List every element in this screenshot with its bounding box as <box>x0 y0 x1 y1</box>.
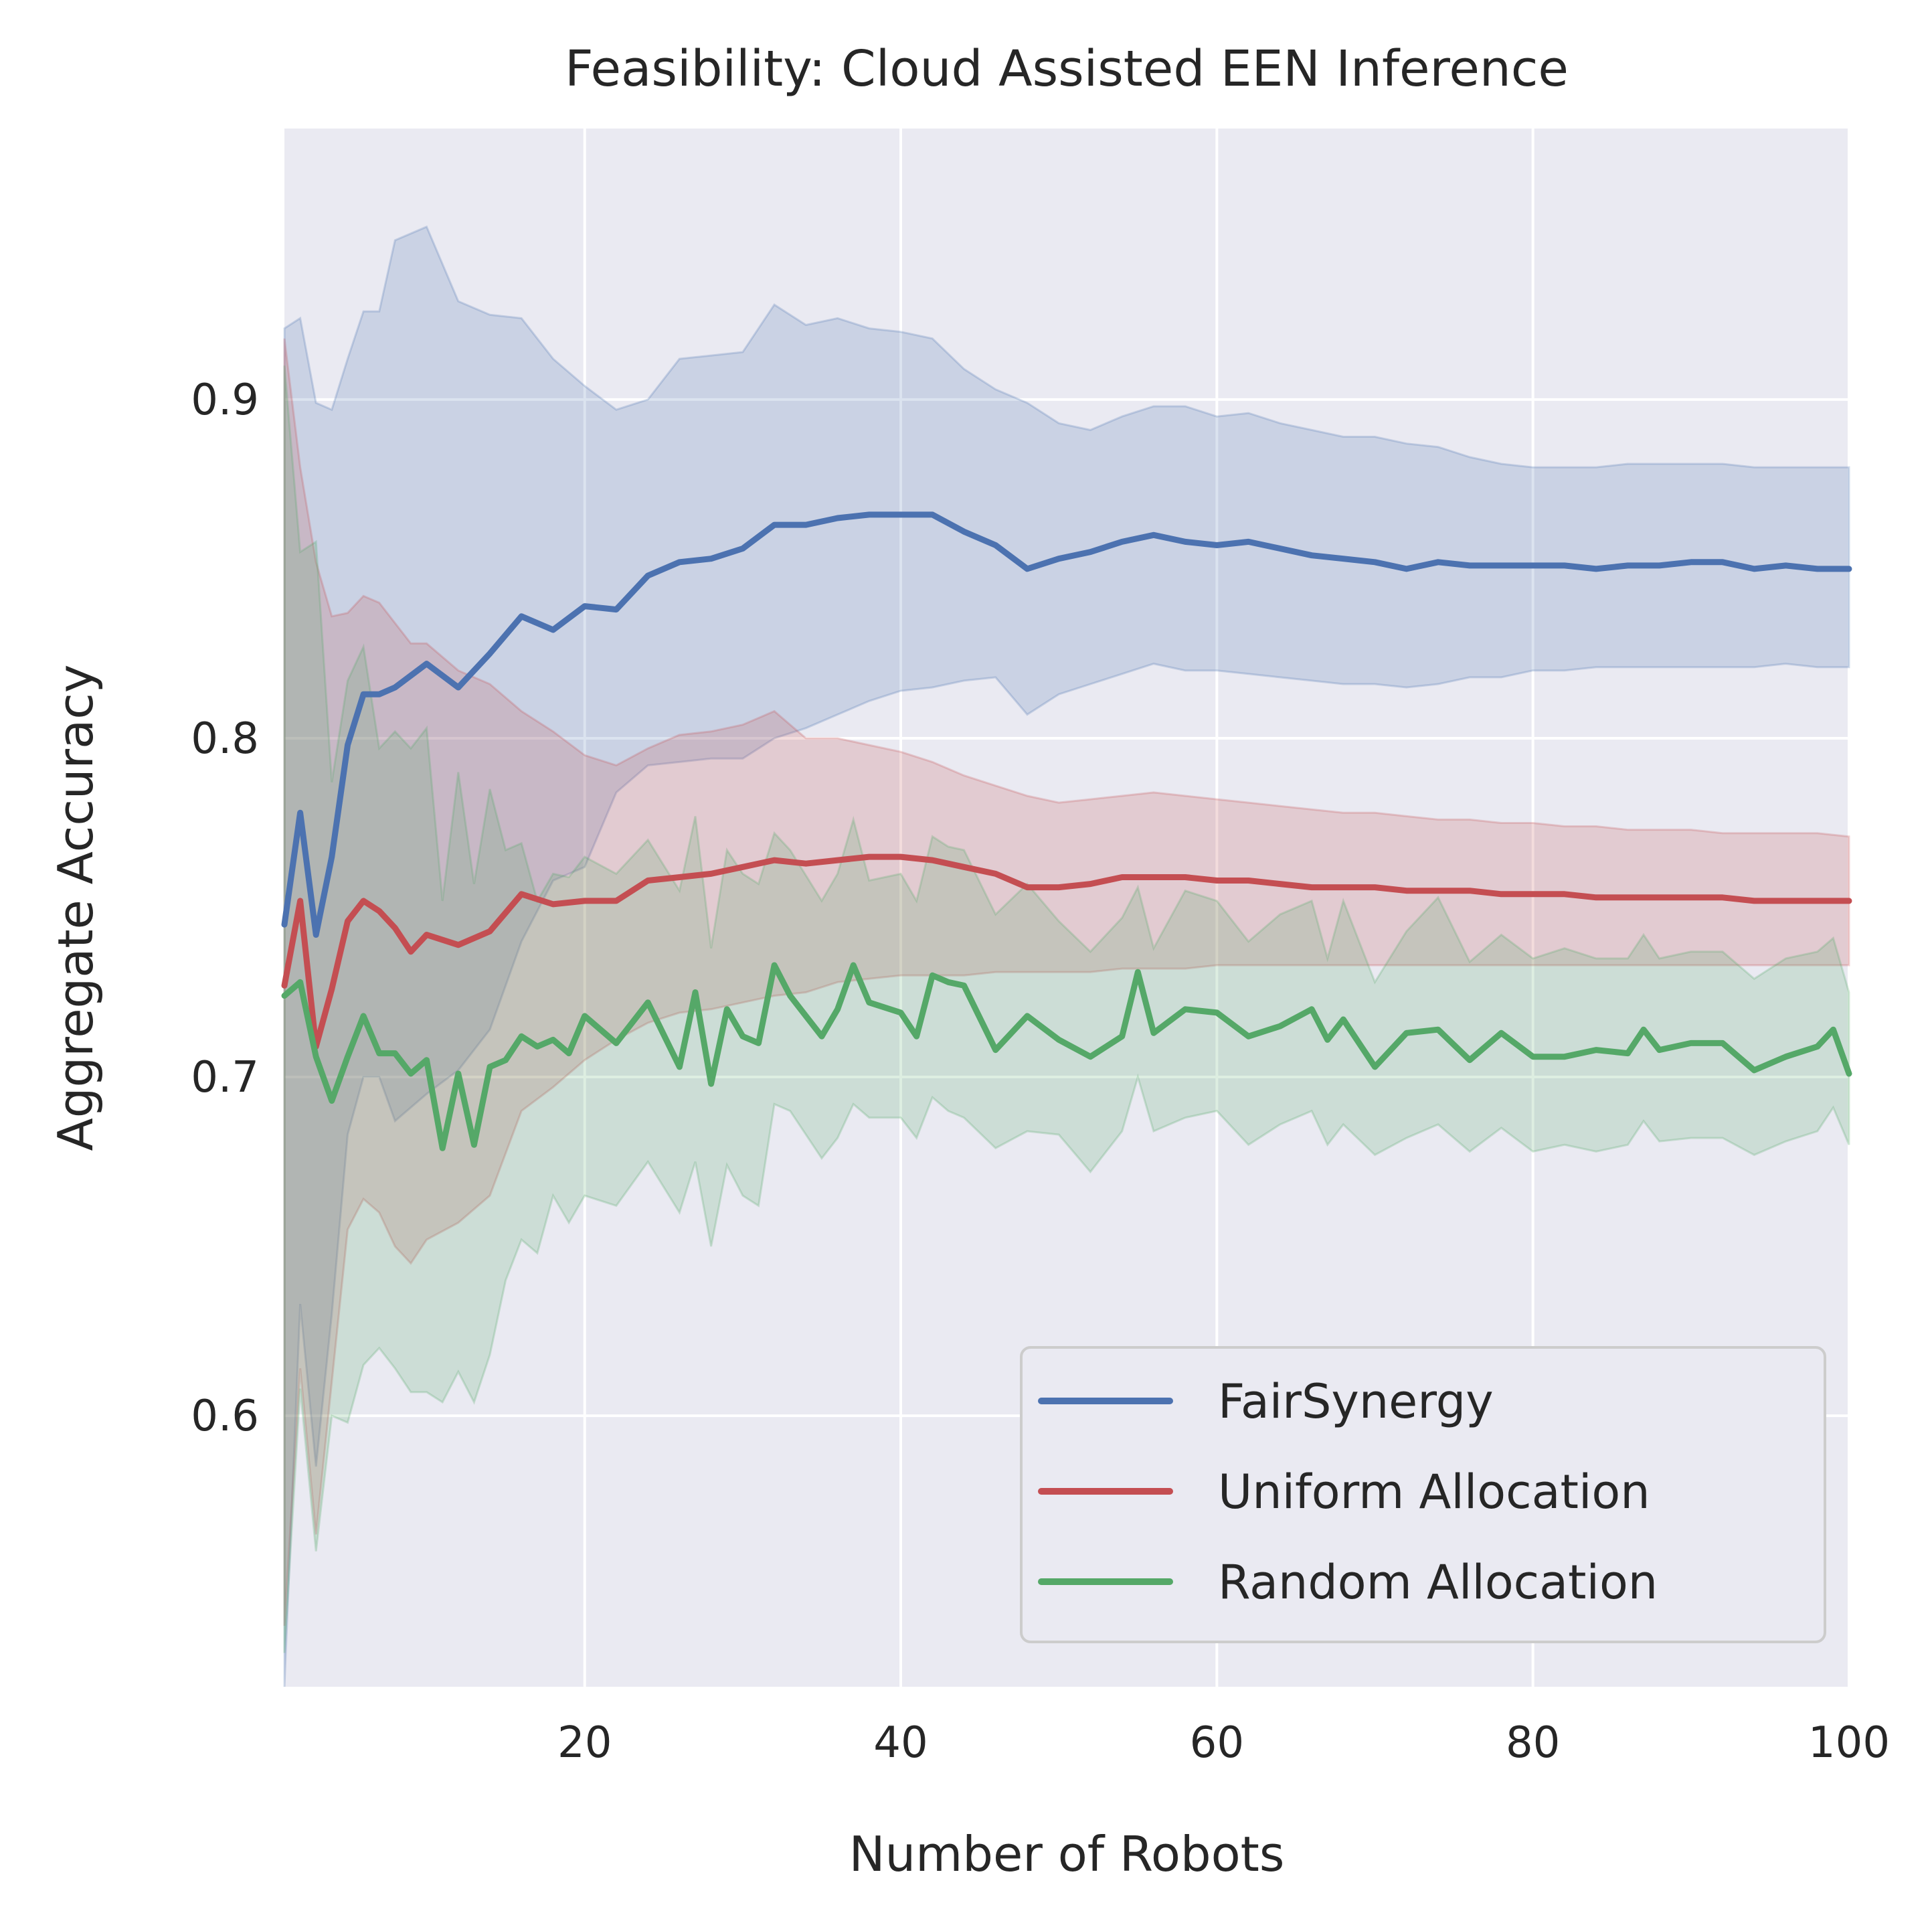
legend-label-uniform-allocation: Uniform Allocation <box>1218 1465 1650 1519</box>
random-allocation-band <box>283 365 1850 1653</box>
x-tick-label: 20 <box>557 1718 612 1768</box>
x-tick-label: 60 <box>1190 1718 1244 1768</box>
fairsynergy-band <box>283 225 1850 1687</box>
y-tick-label: 0.7 <box>191 1053 259 1102</box>
legend-box <box>1020 1346 1826 1643</box>
legend: FairSynergy Uniform Allocation Random Allo… <box>1020 1346 1826 1643</box>
y-tick-label: 0.9 <box>191 376 259 425</box>
x-tick-label: 100 <box>1808 1718 1890 1768</box>
x-axis-label: Number of Robots <box>849 1826 1285 1882</box>
series-lines <box>281 511 1852 1151</box>
chart-title: Feasibility: Cloud Assisted EEN Inferenc… <box>565 40 1569 98</box>
x-tick-label: 80 <box>1506 1718 1560 1768</box>
x-tick-label: 40 <box>873 1718 928 1768</box>
y-tick-label: 0.8 <box>191 714 259 764</box>
y-tick-label: 0.6 <box>191 1392 259 1441</box>
fairsynergy-line <box>281 511 1852 938</box>
random-allocation-line <box>281 962 1852 1151</box>
x-tick-labels: 20 40 60 80 100 <box>557 1718 1890 1768</box>
legend-label-fairsynergy: FairSynergy <box>1218 1374 1494 1429</box>
legend-label-random-allocation: Random Allocation <box>1218 1555 1658 1610</box>
y-tick-labels: 0.6 0.7 0.8 0.9 <box>191 376 259 1441</box>
y-axis-label: Aggregate Accuracy <box>48 665 104 1151</box>
uniform-allocation-line <box>281 853 1852 1050</box>
